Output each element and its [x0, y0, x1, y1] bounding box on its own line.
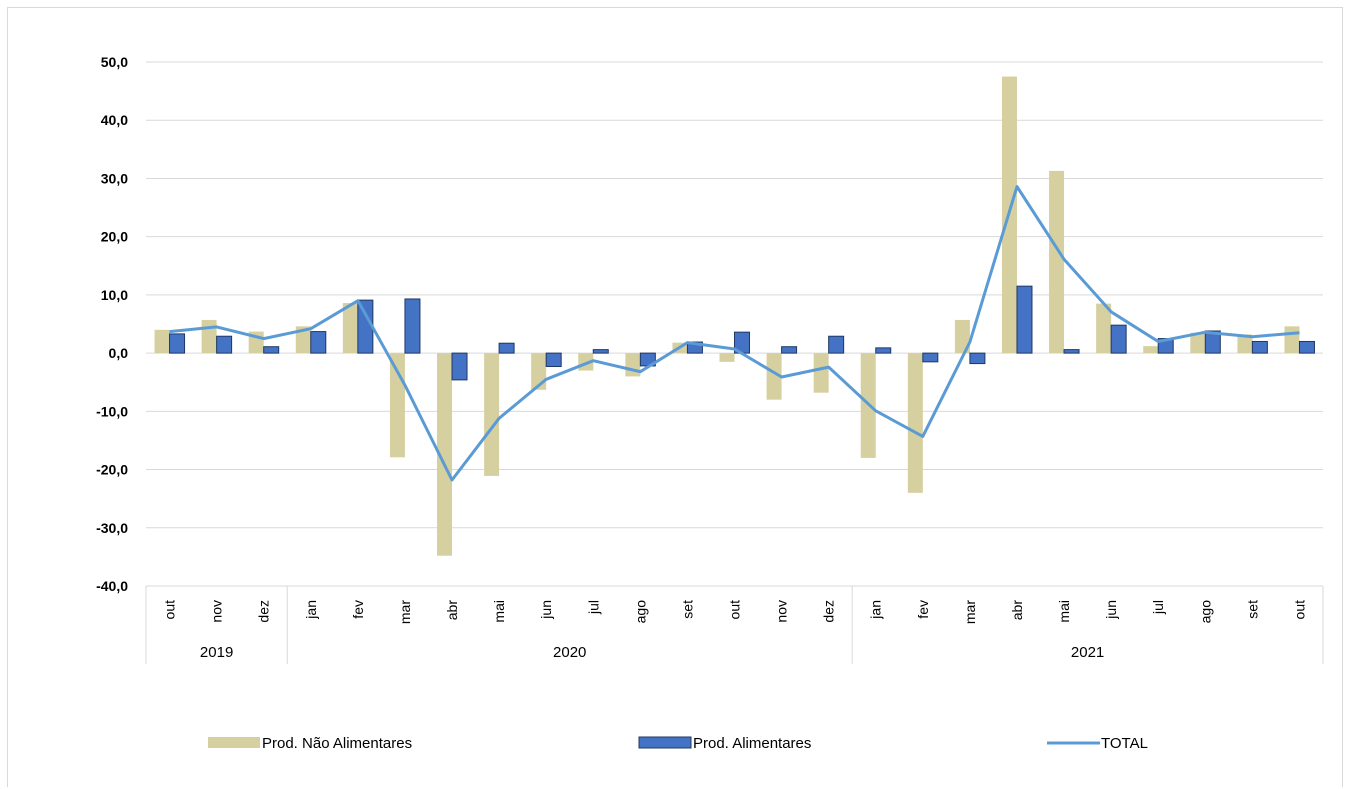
bar-alimentares	[263, 346, 280, 354]
x-tick-label: nov	[774, 600, 790, 623]
legend-swatch-alimentares	[638, 736, 692, 749]
x-tick-label: out	[162, 600, 178, 620]
legend-label-total: TOTAL	[1101, 735, 1148, 752]
x-tick-label: dez	[821, 600, 837, 623]
bar-alimentares	[828, 335, 845, 354]
x-tick-label: dez	[256, 600, 272, 623]
x-tick-label: ago	[1197, 600, 1213, 624]
legend-swatch-nao-alimentares	[208, 737, 260, 748]
x-axis: out nov dez jan fev mar abr mai jun jul ago set out n…	[145, 586, 1324, 664]
x-tick-label: fev	[350, 600, 366, 619]
bars	[154, 76, 1315, 556]
y-tick-label: -40,0	[96, 578, 128, 594]
bar-nao-alimentares	[1143, 346, 1159, 354]
bar-alimentares	[781, 346, 798, 354]
x-tick-label: set	[1244, 600, 1260, 619]
year-label: 2019	[200, 644, 233, 661]
bar-alimentares	[310, 331, 327, 354]
x-tick-label: jan	[868, 600, 884, 620]
bar-nao-alimentares	[766, 353, 782, 400]
year-label: 2020	[553, 644, 586, 661]
y-tick-label: -20,0	[96, 462, 128, 478]
bar-alimentares	[1110, 324, 1127, 354]
bar-alimentares	[498, 342, 515, 354]
x-tick-label: mar	[397, 600, 413, 624]
bar-nao-alimentares	[813, 353, 829, 393]
y-tick-label: -30,0	[96, 520, 128, 536]
chart-frame	[7, 7, 1343, 787]
bar-alimentares	[357, 299, 374, 354]
y-tick-label: 0,0	[109, 345, 129, 361]
x-tick-label: mar	[962, 600, 978, 624]
y-axis: 50,0 40,0 30,0 20,0 10,0 0,0 -10,0 -20,0 -30,0 -4…	[96, 54, 128, 594]
bar-alimentares	[1016, 285, 1033, 354]
x-tick-label: ago	[632, 600, 648, 624]
x-tick-label: jul	[585, 600, 601, 615]
bar-nao-alimentares	[154, 329, 170, 354]
bar-nao-alimentares	[201, 319, 217, 354]
bar-alimentares	[169, 333, 186, 354]
bar-nao-alimentares	[907, 353, 923, 493]
total-line-layer	[169, 185, 1300, 482]
bar-nao-alimentares	[1190, 332, 1206, 354]
bar-alimentares	[686, 341, 703, 354]
bar-nao-alimentares	[484, 353, 500, 476]
total-line	[169, 185, 1300, 482]
y-tick-label: -10,0	[96, 403, 128, 419]
legend-label-nao-alimentares: Prod. Não Alimentares	[262, 735, 412, 752]
bar-alimentares	[969, 352, 986, 365]
x-tick-label: jul	[1150, 600, 1166, 615]
x-tick-label: nov	[209, 600, 225, 623]
y-tick-label: 50,0	[101, 54, 128, 70]
bar-nao-alimentares	[719, 353, 735, 362]
bar-nao-alimentares	[437, 353, 453, 556]
y-tick-label: 40,0	[101, 112, 128, 128]
bar-alimentares	[1063, 349, 1080, 354]
bar-alimentares	[1251, 340, 1268, 354]
bar-nao-alimentares	[342, 303, 358, 354]
x-tick-label: fev	[915, 600, 931, 619]
x-tick-label: jun	[538, 600, 554, 620]
bar-nao-alimentares	[1284, 326, 1300, 354]
year-label: 2021	[1071, 644, 1104, 661]
x-tick-label: jun	[1103, 600, 1119, 620]
x-tick-label: abr	[444, 600, 460, 621]
bar-alimentares	[1298, 340, 1315, 354]
x-tick-label: out	[727, 600, 743, 620]
x-tick-label: mai	[491, 600, 507, 623]
legend-label-alimentares: Prod. Alimentares	[693, 735, 811, 752]
bar-alimentares	[216, 335, 233, 354]
bar-nao-alimentares	[295, 326, 311, 354]
x-tick-label: mai	[1056, 600, 1072, 623]
y-tick-label: 20,0	[101, 229, 128, 245]
bar-alimentares	[451, 352, 468, 381]
bar-nao-alimentares	[1096, 303, 1112, 354]
bar-alimentares	[922, 352, 939, 363]
bar-alimentares	[592, 349, 609, 354]
bar-nao-alimentares	[1049, 170, 1065, 354]
y-tick-label: 30,0	[101, 170, 128, 186]
x-tick-label: set	[679, 600, 695, 619]
bar-alimentares	[404, 298, 421, 354]
bar-alimentares	[1204, 330, 1221, 354]
bar-alimentares	[875, 347, 892, 354]
bar-nao-alimentares	[625, 353, 641, 377]
y-tick-label: 10,0	[101, 287, 128, 303]
legend: Prod. Não Alimentares Prod. Alimentares …	[208, 735, 1148, 752]
x-tick-label: out	[1291, 600, 1307, 620]
x-tick-label: jan	[303, 600, 319, 620]
x-tick-label: abr	[1009, 600, 1025, 621]
bar-alimentares	[545, 352, 562, 368]
bar-nao-alimentares	[1237, 334, 1253, 354]
gridlines	[146, 61, 1323, 587]
bar-nao-alimentares	[954, 319, 970, 354]
